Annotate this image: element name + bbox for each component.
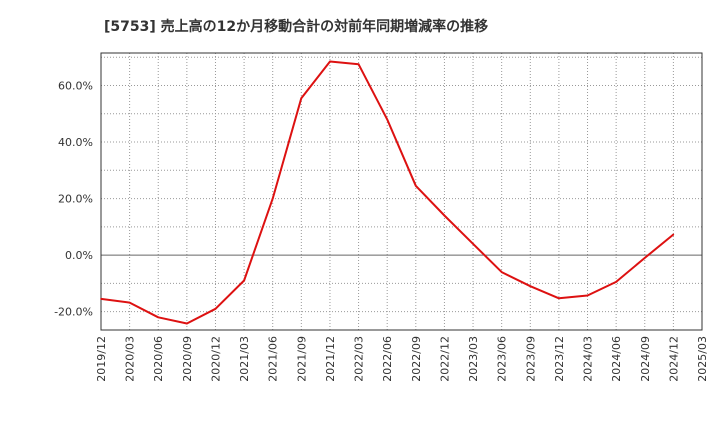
data-point (300, 97, 303, 100)
x-tick-label: 2022/06 (381, 336, 394, 382)
data-point (586, 294, 589, 297)
x-tick-label: 2023/06 (496, 336, 509, 382)
data-point (157, 316, 160, 319)
plot-frame (100, 52, 703, 331)
data-point (672, 233, 675, 236)
x-tick-label: 2022/09 (410, 336, 423, 382)
x-tick-label: 2019/12 (95, 336, 108, 382)
x-tick-label: 2020/09 (181, 336, 194, 382)
y-tick-label: -20.0% (54, 306, 93, 319)
data-point (529, 285, 532, 287)
series-group (100, 60, 675, 325)
data-point (329, 60, 331, 63)
x-tick-label: 2024/09 (639, 336, 652, 382)
data-point (615, 281, 617, 283)
chart-title: [5753] 売上高の12か月移動合計の対前年同期増減率の推移 (104, 19, 489, 35)
x-tick-label: 2021/09 (295, 336, 308, 382)
data-point (186, 322, 188, 325)
data-point (243, 279, 245, 282)
x-tick-label: 2022/03 (353, 336, 366, 382)
x-tick-labels: 2019/12 2020/03 2020/06 2020/09 2020/12 2021/… (95, 336, 709, 382)
x-tick-label: 2024/06 (610, 336, 623, 382)
x-tick-label: 2022/12 (438, 336, 451, 382)
y-tick-label: 60.0% (58, 80, 93, 93)
x-tick-label: 2023/12 (553, 336, 566, 382)
data-point (558, 297, 560, 300)
data-point (100, 298, 102, 300)
data-point (643, 257, 646, 259)
data-point (357, 63, 360, 66)
x-tick-label: 2021/12 (324, 336, 337, 382)
data-point (443, 214, 446, 217)
x-tick-label: 2021/03 (238, 336, 251, 382)
data-point (271, 197, 274, 200)
data-point (128, 301, 131, 304)
y-tick-labels: -20.0% 0.0% 20.0% 40.0% 60.0% (54, 80, 93, 319)
x-tick-label: 2020/03 (124, 336, 137, 382)
data-point (214, 308, 217, 310)
data-point (386, 118, 388, 121)
x-tick-label: 2020/06 (152, 336, 165, 382)
y-tick-label: 20.0% (58, 193, 93, 206)
x-tick-label: 2025/03 (696, 336, 709, 382)
x-tick-label: 2024/12 (667, 336, 680, 382)
data-point (415, 185, 417, 187)
x-tick-label: 2020/12 (209, 336, 222, 382)
data-point (472, 242, 474, 245)
x-tick-label: 2024/03 (582, 336, 595, 382)
x-tick-label: 2023/03 (467, 336, 480, 382)
x-tick-label: 2023/09 (524, 336, 537, 382)
grid-lines (101, 53, 702, 330)
y-tick-label: 0.0% (65, 249, 93, 262)
data-point (500, 271, 503, 273)
x-tick-label: 2021/06 (267, 336, 280, 382)
y-tick-label: 40.0% (58, 136, 93, 149)
